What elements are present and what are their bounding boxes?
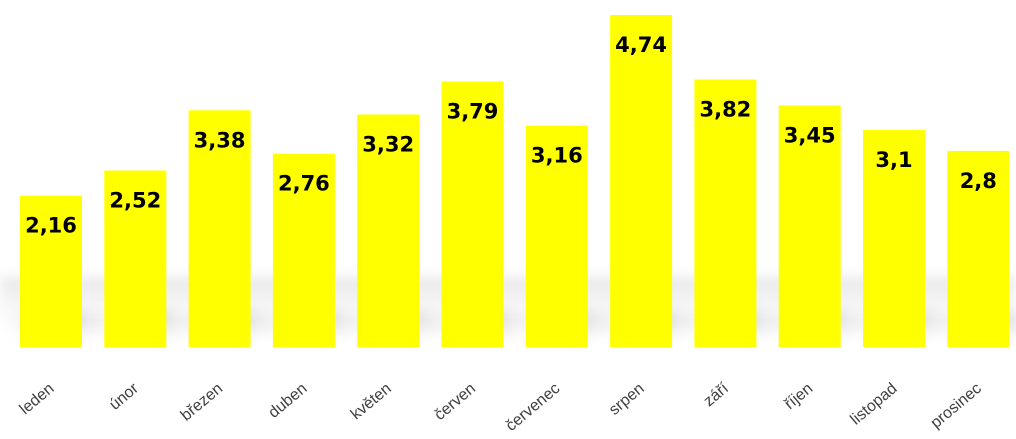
bar-value-label: 2,8 <box>960 169 997 193</box>
bar-value-label: 3,38 <box>194 128 246 152</box>
bar-prosinec <box>947 150 1010 347</box>
category-tick-label: prosinec <box>928 380 985 432</box>
bars-group <box>20 15 1010 348</box>
bar-value-label: 3,16 <box>531 144 583 168</box>
bar-listopad <box>863 129 925 347</box>
category-tick-label: říjen <box>782 380 817 413</box>
bar-říjen <box>778 105 841 348</box>
category-tick-label: červenec <box>503 380 564 435</box>
category-tick-label: září <box>701 380 733 411</box>
category-ticks-group: leden únor březen duben květen červen červenec… <box>17 380 985 435</box>
bar-value-label: 2,52 <box>109 189 161 213</box>
category-tick-label: duben <box>265 380 310 422</box>
bar-value-label: 2,76 <box>278 172 330 196</box>
value-labels-group: 2,16 2,52 3,38 2,76 3,32 3,79 3,16 4,74 3,82 3,45… <box>25 33 997 238</box>
bar-value-label: 3,82 <box>699 97 751 121</box>
bar-duben <box>272 153 335 347</box>
category-tick-label: květen <box>348 380 395 423</box>
bar-value-label: 3,45 <box>784 123 836 147</box>
category-tick-label: březen <box>178 380 226 424</box>
category-tick-label: červen <box>431 380 479 424</box>
category-tick-label: listopad <box>847 380 900 428</box>
bar-květen <box>357 114 420 347</box>
bar-březen <box>188 110 251 347</box>
category-tick-label: únor <box>106 380 142 414</box>
bar-září <box>694 79 757 348</box>
bar-červen <box>441 81 504 347</box>
bar-value-label: 4,74 <box>615 33 667 57</box>
bar-leden <box>20 195 82 347</box>
category-tick-label: srpen <box>606 380 648 419</box>
bar-value-label: 3,32 <box>362 133 414 157</box>
bar-červenec <box>525 125 588 347</box>
bar-value-label: 3,1 <box>875 148 912 172</box>
bar-value-label: 3,79 <box>447 100 499 124</box>
category-tick-label: leden <box>17 380 58 418</box>
bar-value-label: 2,16 <box>25 214 77 238</box>
bar-únor <box>104 170 167 347</box>
bar-srpen <box>610 15 673 347</box>
